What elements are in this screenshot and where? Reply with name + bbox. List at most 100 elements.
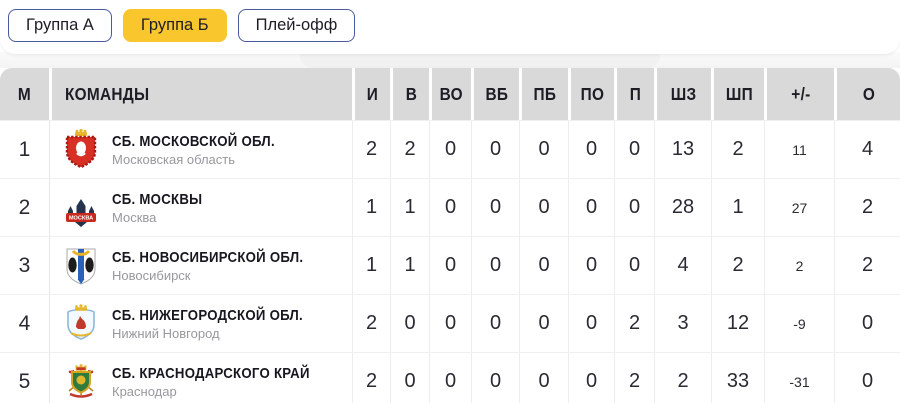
stat-cell: 0 xyxy=(614,121,654,178)
stat-cell: 0 xyxy=(429,179,471,236)
svg-text:МОСКВА: МОСКВА xyxy=(69,215,93,221)
tab-label: Группа А xyxy=(26,16,94,34)
stat-cell: 0 xyxy=(519,237,568,294)
stat-cell: 2 xyxy=(390,121,429,178)
tabs-bar: Группа А Группа Б Плей-офф xyxy=(0,0,900,54)
stat-cell: 0 xyxy=(429,353,471,403)
col-header-wins-so: ВБ xyxy=(471,68,519,120)
team-city: Московская область xyxy=(112,151,236,167)
place-cell: 2 xyxy=(18,195,31,219)
stat-cell: 12 xyxy=(711,295,764,352)
col-header-games: И xyxy=(352,68,390,120)
team-name: СБ. КРАСНОДАРСКОГО КРАЙ xyxy=(112,364,310,382)
stat-cell: 3 xyxy=(654,295,711,352)
col-header-wins-ot: ВО xyxy=(429,68,471,120)
stat-cell: 0 xyxy=(390,353,429,403)
team-name: СБ. НОВОСИБИРСКОЙ ОБЛ. xyxy=(112,248,304,266)
points-cell: 2 xyxy=(834,179,900,236)
stat-cell: 2 xyxy=(614,295,654,352)
moscow-oblast-crest-icon xyxy=(62,128,100,171)
stat-cell: 0 xyxy=(519,353,568,403)
team-cell: СБ. НОВОСИБИРСКОЙ ОБЛ. Новосибирск xyxy=(49,237,352,294)
stat-cell: 2 xyxy=(352,295,390,352)
diff-cell: 27 xyxy=(764,179,834,236)
stat-cell: 0 xyxy=(390,295,429,352)
moscow-crest-icon: МОСКВА xyxy=(62,187,100,229)
points-cell: 4 xyxy=(834,121,900,178)
stat-cell: 1 xyxy=(352,179,390,236)
nizhny-novgorod-crest-icon xyxy=(62,303,100,345)
diff-cell: 2 xyxy=(764,237,834,294)
stat-cell: 2 xyxy=(352,353,390,403)
stat-cell: 0 xyxy=(429,295,471,352)
tab-group-b[interactable]: Группа Б xyxy=(122,9,227,42)
watermark xyxy=(300,52,660,68)
place-cell: 3 xyxy=(18,253,31,277)
stat-cell: 0 xyxy=(568,353,614,403)
stat-cell: 2 xyxy=(711,121,764,178)
stat-cell: 0 xyxy=(471,295,519,352)
team-city: Москва xyxy=(112,209,157,225)
diff-cell: -9 xyxy=(764,295,834,352)
stat-cell: 0 xyxy=(429,121,471,178)
col-header-losses-ot: ПО xyxy=(568,68,614,120)
col-header-teams: КОМАНДЫ xyxy=(49,68,352,120)
col-header-place: М xyxy=(0,68,49,120)
col-header-losses: П xyxy=(614,68,654,120)
team-name: СБ. МОСКВЫ xyxy=(112,190,203,208)
points-cell: 2 xyxy=(834,237,900,294)
col-header-diff: +/- xyxy=(764,68,834,120)
stat-cell: 2 xyxy=(711,237,764,294)
team-cell: СБ. КРАСНОДАРСКОГО КРАЙ Краснодар xyxy=(49,353,352,403)
team-cell: СБ. МОСКОВСКОЙ ОБЛ. Московская область xyxy=(49,121,352,178)
stat-cell: 0 xyxy=(471,237,519,294)
team-city: Краснодар xyxy=(112,383,177,399)
col-header-goals-against: ШП xyxy=(711,68,764,120)
stat-cell: 0 xyxy=(519,179,568,236)
stat-cell: 0 xyxy=(614,237,654,294)
tab-playoff[interactable]: Плей-офф xyxy=(237,9,356,42)
col-header-points: О xyxy=(834,68,900,120)
table-row: 3 СБ. НОВОСИБИРСКОЙ ОБЛ. Новосибирск xyxy=(0,236,900,294)
stat-cell: 33 xyxy=(711,353,764,403)
table-row: 2 МОСКВА СБ. МОСКВЫ Москва 1 1 0 xyxy=(0,178,900,236)
stat-cell: 2 xyxy=(614,353,654,403)
team-name: СБ. МОСКОВСКОЙ ОБЛ. xyxy=(112,132,275,150)
table-row: 5 СБ. КРАСНОДАРСКОГО КРАЙ Краснод xyxy=(0,352,900,403)
team-city: Новосибирск xyxy=(112,267,191,283)
standings-table: М КОМАНДЫ И В ВО ВБ ПБ ПО П ШЗ ШП +/- О … xyxy=(0,68,900,403)
stat-cell: 4 xyxy=(654,237,711,294)
stat-cell: 0 xyxy=(614,179,654,236)
table-row: 4 СБ. НИЖЕГОРОДСКОЙ ОБЛ. Нижний Новгород xyxy=(0,294,900,352)
stat-cell: 2 xyxy=(352,121,390,178)
points-cell: 0 xyxy=(834,353,900,403)
place-cell: 5 xyxy=(18,369,31,393)
stat-cell: 1 xyxy=(390,237,429,294)
diff-cell: -31 xyxy=(764,353,834,403)
stat-cell: 1 xyxy=(352,237,390,294)
col-header-wins: В xyxy=(390,68,429,120)
stat-cell: 0 xyxy=(519,295,568,352)
team-name: СБ. НИЖЕГОРОДСКОЙ ОБЛ. xyxy=(112,306,304,324)
col-header-goals-for: ШЗ xyxy=(654,68,711,120)
stat-cell: 0 xyxy=(568,237,614,294)
col-header-losses-so: ПБ xyxy=(519,68,568,120)
stat-cell: 1 xyxy=(711,179,764,236)
stat-cell: 13 xyxy=(654,121,711,178)
stat-cell: 0 xyxy=(471,353,519,403)
background-strip xyxy=(0,52,900,68)
team-city: Нижний Новгород xyxy=(112,325,220,341)
tab-group-a[interactable]: Группа А xyxy=(8,9,112,42)
team-cell: СБ. НИЖЕГОРОДСКОЙ ОБЛ. Нижний Новгород xyxy=(49,295,352,352)
stat-cell: 0 xyxy=(471,121,519,178)
stat-cell: 1 xyxy=(390,179,429,236)
tab-label: Плей-офф xyxy=(255,16,338,34)
stat-cell: 0 xyxy=(471,179,519,236)
table-row: 1 СБ. МОСКОВСКОЙ ОБЛ. Московская область xyxy=(0,120,900,178)
diff-cell: 11 xyxy=(764,121,834,178)
stat-cell: 0 xyxy=(568,295,614,352)
stat-cell: 28 xyxy=(654,179,711,236)
place-cell: 1 xyxy=(18,137,31,161)
novosibirsk-crest-icon xyxy=(62,245,100,287)
krasnodar-crest-icon xyxy=(62,361,100,403)
